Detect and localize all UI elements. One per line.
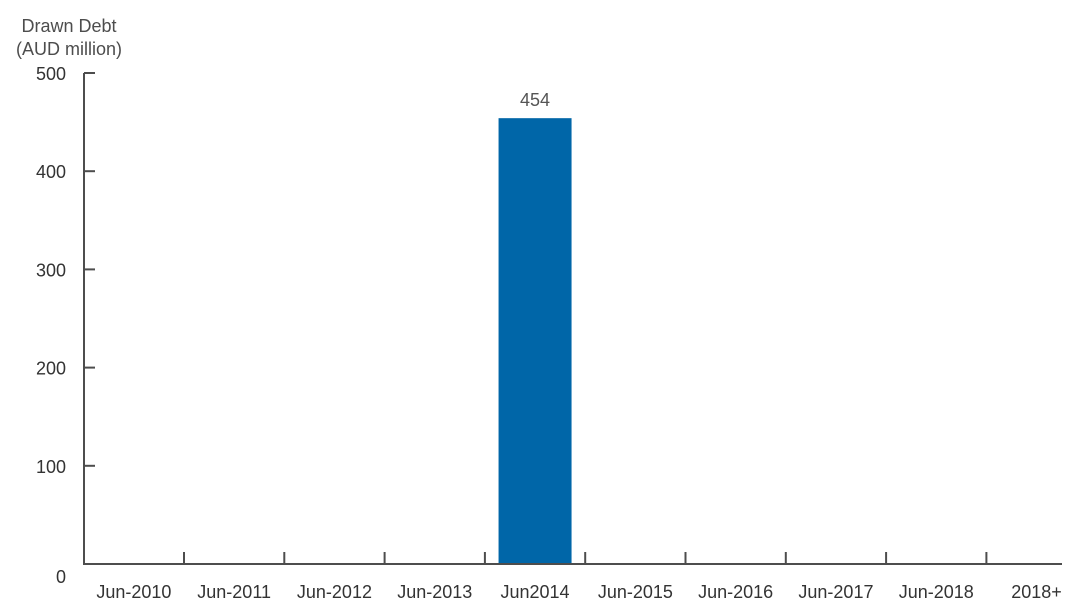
y-tick-label: 0 <box>56 567 66 587</box>
data-labels: 454 <box>520 90 550 110</box>
y-tick-label: 400 <box>36 162 66 182</box>
y-tick-label: 200 <box>36 359 66 379</box>
axes <box>83 73 1062 565</box>
y-axis-ticks: 0 100 200 300 400 500 <box>36 64 95 587</box>
bars <box>498 118 572 564</box>
x-axis-ticks: Jun-2010 Jun-2011 Jun-2012 Jun-2013 Jun2014 J… <box>96 552 1062 602</box>
x-tick-label: 2018+ <box>1011 582 1062 602</box>
x-tick-label: Jun-2010 <box>96 582 171 602</box>
x-tick-label: Jun-2016 <box>698 582 773 602</box>
x-tick-label: Jun-2015 <box>598 582 673 602</box>
y-axis-title-line-2: (AUD million) <box>16 39 122 59</box>
bar <box>498 118 572 564</box>
y-tick-label: 100 <box>36 457 66 477</box>
y-axis-title: Drawn Debt (AUD million) <box>16 16 122 59</box>
y-axis-title-line-1: Drawn Debt <box>21 16 116 36</box>
bar-value-label: 454 <box>520 90 550 110</box>
x-tick-label: Jun-2013 <box>397 582 472 602</box>
y-tick-label: 500 <box>36 64 66 84</box>
x-tick-label: Jun2014 <box>501 582 570 602</box>
x-tick-label: Jun-2018 <box>899 582 974 602</box>
x-tick-label: Jun-2011 <box>197 582 271 602</box>
x-tick-label: Jun-2017 <box>798 582 873 602</box>
x-tick-label: Jun-2012 <box>297 582 372 602</box>
y-tick-label: 300 <box>36 260 66 280</box>
